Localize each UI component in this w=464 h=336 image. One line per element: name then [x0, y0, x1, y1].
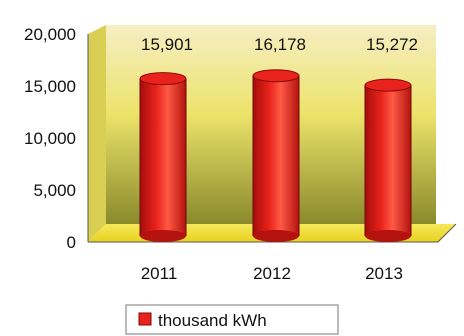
- y-axis-ticks: 0 5,000 10,000 15,000 20,000: [24, 25, 76, 252]
- bar-series: [139, 69, 412, 242]
- bar-2011: [139, 72, 187, 242]
- y-tick-label: 0: [67, 233, 76, 252]
- y-tick-label: 15,000: [24, 77, 76, 96]
- x-tick-label: 2011: [141, 264, 178, 283]
- y-tick-label: 10,000: [24, 129, 76, 148]
- bar-bottom-cap: [253, 230, 299, 242]
- value-label: 15,272: [366, 35, 418, 54]
- bar-2013: [364, 78, 412, 242]
- x-axis-ticks: 2011 2012 2013: [141, 264, 403, 283]
- x-tick-label: 2012: [253, 264, 291, 283]
- bar-top-cap: [252, 69, 300, 83]
- plot-side-wall: [88, 25, 106, 242]
- legend-box: [125, 304, 339, 335]
- bar-body: [365, 85, 411, 236]
- bar-bottom-cap: [365, 230, 411, 242]
- bar-top-cap: [364, 78, 412, 92]
- y-tick-label: 20,000: [24, 25, 76, 44]
- bar-bottom-cap: [140, 230, 186, 242]
- legend-swatch: [138, 312, 152, 326]
- bar-top-cap: [139, 72, 187, 86]
- floor-front-edge: [437, 223, 457, 243]
- bar-2012: [252, 69, 300, 242]
- value-label: 16,178: [254, 35, 306, 54]
- legend-label: thousand kWh: [158, 311, 267, 330]
- value-label: 15,901: [141, 35, 193, 54]
- value-labels: 15,901 16,178 15,272: [141, 35, 418, 54]
- bar-body: [253, 75, 299, 236]
- bar-body: [140, 78, 186, 236]
- y-tick-label: 5,000: [33, 181, 76, 200]
- x-tick-label: 2013: [365, 264, 403, 283]
- legend: thousand kWh: [125, 304, 339, 335]
